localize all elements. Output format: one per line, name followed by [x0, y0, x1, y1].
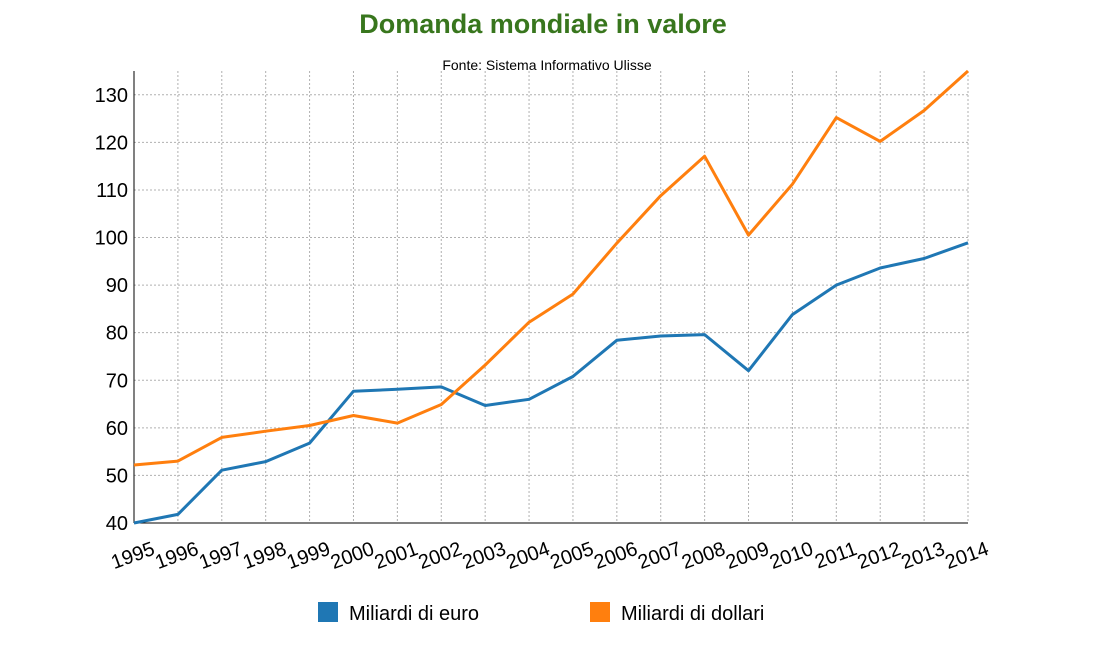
- x-tick-label: 2008: [679, 538, 728, 574]
- y-tick-label: 50: [106, 465, 128, 487]
- x-tick-label: 2002: [416, 538, 465, 574]
- legend: Miliardi di euro Miliardi di dollari: [318, 602, 764, 625]
- x-tick-label: 2000: [328, 538, 377, 574]
- legend-label: Miliardi di euro: [349, 603, 479, 625]
- legend-swatch: [318, 602, 338, 622]
- y-tick-label: 110: [96, 180, 128, 202]
- y-tick-label: 60: [106, 418, 128, 440]
- x-tick-label: 2011: [812, 538, 860, 573]
- x-tick-label: 1995: [108, 538, 157, 574]
- y-tick-label: 40: [106, 513, 128, 535]
- chart-subtitle: Fonte: Sistema Informativo Ulisse: [442, 57, 652, 73]
- x-tick-label: 2010: [767, 538, 816, 574]
- x-tick-label: 1996: [152, 538, 201, 574]
- legend-label: Miliardi di dollari: [621, 603, 764, 625]
- grid: [133, 71, 969, 524]
- y-tick-label: 120: [95, 132, 128, 154]
- x-tick-label: 2009: [723, 538, 772, 574]
- y-tick-label: 80: [106, 323, 128, 345]
- series-line-1: [133, 241, 969, 525]
- x-tick-label: 1997: [196, 538, 245, 574]
- x-tick-label: 1998: [240, 538, 289, 574]
- x-tick-label: 2004: [503, 538, 552, 574]
- x-tick-label: 2006: [591, 538, 640, 574]
- x-tick-label: 2007: [635, 538, 684, 574]
- x-axis-ticks: 1995199619971998199920002001200220032004…: [108, 538, 991, 574]
- y-tick-label: 90: [106, 275, 128, 297]
- x-tick-label: 2014: [942, 538, 991, 574]
- series-lines: [133, 69, 970, 525]
- x-tick-label: 2005: [547, 538, 596, 574]
- x-tick-label: 2013: [898, 538, 947, 574]
- axes: [133, 71, 968, 524]
- x-tick-label: 2003: [460, 538, 509, 574]
- y-tick-label: 70: [106, 370, 128, 392]
- x-tick-label: 1999: [284, 538, 333, 574]
- y-axis-ticks: 40 50 60 70 80 90 100 110 120 130: [95, 85, 128, 535]
- chart-title: Domanda mondiale in valore: [359, 9, 727, 39]
- y-tick-label: 100: [95, 228, 128, 250]
- x-tick-label: 2001: [372, 538, 421, 574]
- y-tick-label: 130: [95, 85, 128, 107]
- x-tick-label: 2012: [855, 538, 904, 574]
- series-line-2: [133, 69, 970, 467]
- legend-swatch: [590, 602, 610, 622]
